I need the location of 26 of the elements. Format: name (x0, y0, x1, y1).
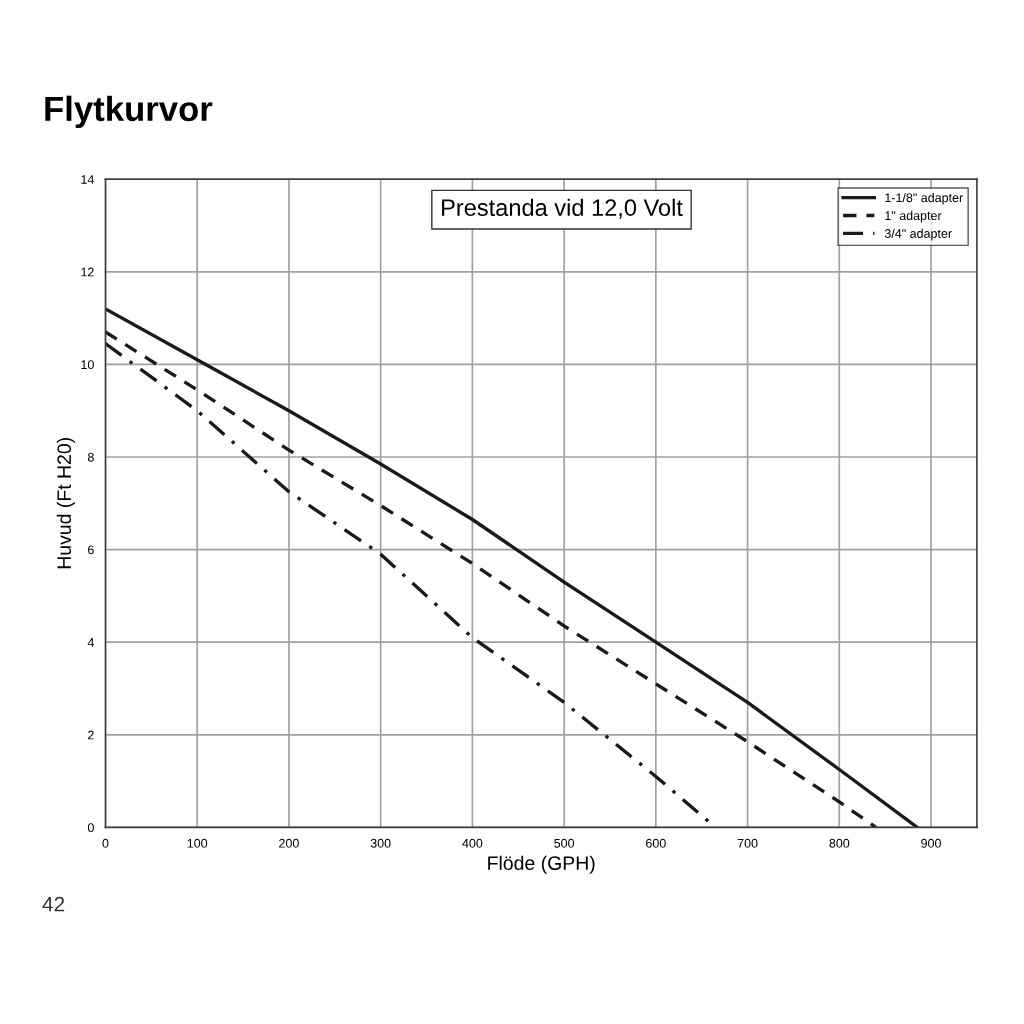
y-tick-label: 12 (81, 267, 94, 277)
legend-label: 1" adapter (885, 210, 942, 223)
x-axis-title: Flöde (GPH) (488, 855, 595, 874)
legend-label: 1-1/8" adapter (885, 192, 963, 205)
x-tick-label: 900 (921, 838, 941, 848)
y-tick-label: 6 (88, 545, 94, 555)
y-tick-label: 10 (81, 360, 94, 370)
x-tick-label: 800 (829, 838, 850, 848)
legend-label: 3/4" adapter (884, 228, 952, 241)
y-tick-label: 2 (88, 730, 94, 740)
text: 42 (42, 896, 65, 912)
x-tick-label: 100 (187, 838, 208, 848)
y-tick-label: 0 (87, 823, 94, 833)
x-tick-label: 300 (370, 838, 391, 848)
y-tick-label: 4 (87, 638, 94, 647)
x-tick-label: 600 (646, 838, 666, 848)
y-tick-label: 8 (87, 452, 94, 462)
y-tick-label: 14 (81, 175, 94, 184)
y-axis-title: Huvud (Ft H20) (56, 438, 75, 569)
x-tick-label: 200 (279, 838, 299, 848)
x-tick-label: 400 (462, 838, 483, 848)
x-tick-label: 700 (737, 838, 758, 848)
x-tick-label: 500 (554, 838, 575, 848)
x-tick-label: 0 (102, 838, 109, 848)
chart-title: Flytkurvor (45, 95, 213, 129)
annotation: Prestanda vid 12,0 Volt (442, 198, 683, 219)
